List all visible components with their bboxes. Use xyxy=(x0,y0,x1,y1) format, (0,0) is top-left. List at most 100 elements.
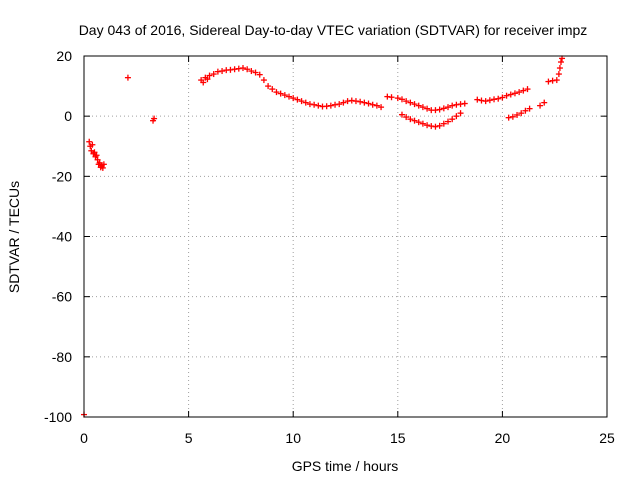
data-point xyxy=(411,117,418,124)
data-point xyxy=(424,122,431,129)
data-point xyxy=(511,90,518,97)
data-point xyxy=(302,99,309,106)
data-point xyxy=(415,102,422,109)
data-point xyxy=(411,101,418,108)
data-point xyxy=(340,99,347,106)
x-tick-label: 15 xyxy=(390,430,406,446)
data-point xyxy=(277,90,284,97)
data-point xyxy=(369,101,376,108)
data-point xyxy=(327,102,334,109)
data-point xyxy=(365,100,372,107)
data-point xyxy=(555,71,562,78)
data-point xyxy=(526,105,533,112)
plot-frame xyxy=(83,55,608,418)
data-point xyxy=(315,102,322,109)
x-tick-label: 10 xyxy=(285,430,301,446)
data-point xyxy=(537,102,544,109)
data-point xyxy=(200,79,207,86)
data-point xyxy=(516,89,523,96)
data-point xyxy=(94,156,101,163)
y-tick-label: -60 xyxy=(52,289,72,305)
data-point xyxy=(403,114,410,121)
grid-lines xyxy=(84,56,607,417)
data-point xyxy=(440,120,447,127)
y-tick-label: 20 xyxy=(56,48,72,64)
y-tick-label: -40 xyxy=(52,229,72,245)
data-point xyxy=(495,95,502,102)
data-point xyxy=(398,111,405,118)
data-point xyxy=(419,120,426,127)
data-point xyxy=(124,74,131,81)
data-point xyxy=(403,98,410,105)
data-point xyxy=(89,141,96,148)
data-point xyxy=(461,100,468,107)
data-point xyxy=(388,94,395,101)
data-points xyxy=(81,55,566,418)
data-point xyxy=(99,164,106,171)
data-point xyxy=(151,115,158,122)
data-point xyxy=(486,97,493,104)
data-point xyxy=(499,94,506,101)
data-point xyxy=(436,106,443,113)
data-point xyxy=(93,152,100,159)
data-point xyxy=(474,96,481,103)
data-point xyxy=(269,86,276,93)
data-point xyxy=(86,138,93,145)
data-point xyxy=(522,107,529,114)
data-point xyxy=(415,119,422,126)
data-point xyxy=(281,92,288,99)
data-point xyxy=(378,104,385,111)
data-point xyxy=(96,159,103,166)
data-point xyxy=(256,71,263,78)
data-point xyxy=(265,83,272,90)
y-axis-title: SDTVAR / TECUs xyxy=(6,181,22,293)
data-point xyxy=(244,66,251,73)
data-point xyxy=(507,91,514,98)
data-point xyxy=(290,95,297,102)
data-point xyxy=(311,101,318,108)
x-tick-label: 25 xyxy=(599,430,615,446)
data-point xyxy=(210,71,217,78)
y-tick-label: -80 xyxy=(52,349,72,365)
chart-title: Day 043 of 2016, Sidereal Day-to-day VTE… xyxy=(79,22,588,38)
data-point xyxy=(553,77,560,84)
data-point xyxy=(398,96,405,103)
data-point xyxy=(88,147,95,154)
data-point xyxy=(556,65,563,72)
data-point xyxy=(445,118,452,125)
data-point xyxy=(449,102,456,109)
data-point xyxy=(524,86,531,93)
data-point xyxy=(518,110,525,117)
data-point xyxy=(509,113,516,120)
y-tick-label: -20 xyxy=(52,168,72,184)
data-point xyxy=(449,116,456,123)
data-point xyxy=(239,65,246,72)
data-point xyxy=(260,77,267,84)
data-point xyxy=(503,92,510,99)
data-point xyxy=(545,78,552,85)
data-point xyxy=(248,68,255,75)
y-tick-label: 0 xyxy=(64,108,72,124)
axis-ticks: 0 5 10 15 20 25 -100 -80 -60 -40 -20 0 20 xyxy=(44,48,615,446)
data-point xyxy=(91,149,98,156)
data-point xyxy=(541,99,548,106)
x-axis-title: GPS time / hours xyxy=(292,458,399,474)
data-point xyxy=(298,98,305,105)
data-point xyxy=(286,93,293,100)
data-point xyxy=(457,110,464,117)
data-point xyxy=(373,102,380,109)
data-point xyxy=(557,59,564,66)
data-point xyxy=(206,72,213,79)
y-tick-label: -100 xyxy=(44,409,72,425)
data-point xyxy=(453,113,460,120)
data-point xyxy=(520,87,527,94)
x-tick-label: 0 xyxy=(80,430,88,446)
data-point xyxy=(357,98,364,105)
data-point xyxy=(445,104,452,111)
data-point xyxy=(219,68,226,75)
data-point xyxy=(440,105,447,112)
data-point xyxy=(273,89,280,96)
data-point xyxy=(204,76,211,83)
data-point xyxy=(419,104,426,111)
